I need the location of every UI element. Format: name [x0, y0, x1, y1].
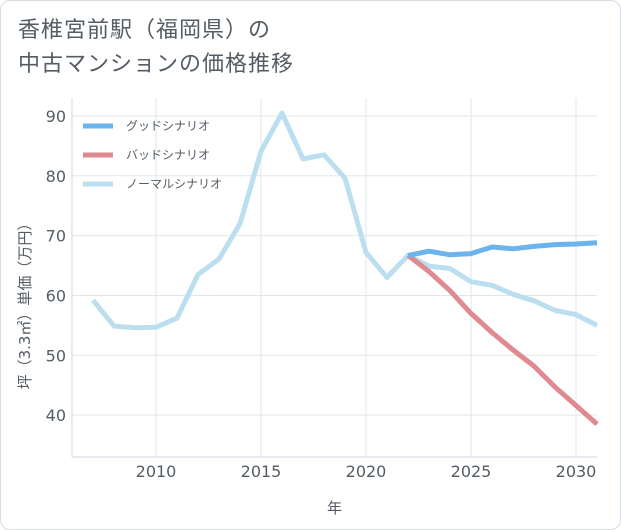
y-tick-label: 70	[46, 227, 66, 246]
x-tick-label: 2015	[241, 462, 282, 481]
x-tick-label: 2020	[346, 462, 387, 481]
y-tick-label: 80	[46, 167, 66, 186]
series-line-1	[406, 253, 599, 426]
axes: 2010 2015 2020 2025 2030 40 50 60 70 80 90	[46, 98, 597, 481]
chart-title-line-2: 中古マンションの価格推移	[18, 52, 295, 77]
x-tick-label: 2030	[556, 462, 597, 481]
chart-title-line-1: 香椎宮前駅（福岡県）の	[18, 18, 272, 43]
y-tick-label: 60	[46, 286, 66, 305]
series-line-2	[91, 110, 599, 331]
legend-label-2: ノーマルシナリオ	[126, 177, 222, 191]
y-axis-label: 坪（3.3㎡）単価（万円）	[16, 216, 34, 390]
x-tick-label: 2025	[451, 462, 492, 481]
legend-label-0: グッドシナリオ	[126, 119, 210, 133]
x-axis-label: 年	[327, 499, 342, 517]
y-tick-label: 90	[46, 107, 66, 126]
series-lines	[91, 110, 599, 426]
y-tick-label: 40	[46, 406, 66, 425]
y-tick-label: 50	[46, 346, 66, 365]
legend-label-1: バッドシナリオ	[126, 148, 210, 162]
chart-title: 香椎宮前駅（福岡県）の 中古マンションの価格推移	[18, 14, 294, 82]
series-line-0	[407, 240, 598, 258]
x-tick-label: 2010	[136, 462, 177, 481]
